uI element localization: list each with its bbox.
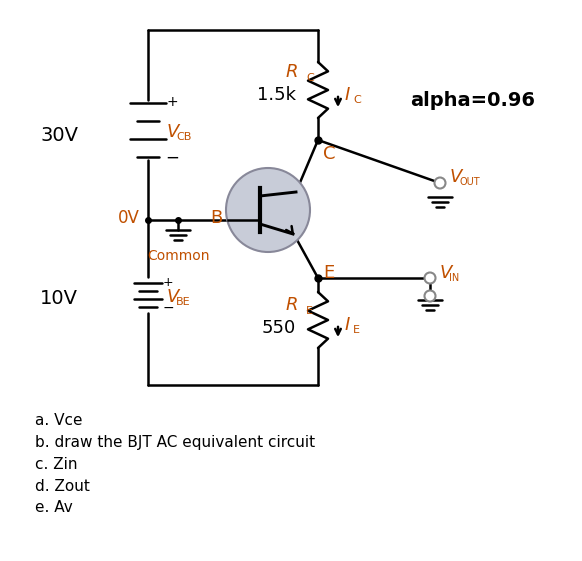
Text: CB: CB xyxy=(176,132,191,142)
Text: −: − xyxy=(162,301,174,315)
Text: V: V xyxy=(450,168,462,186)
Text: C: C xyxy=(353,95,361,105)
Text: Common: Common xyxy=(147,249,210,263)
Text: C: C xyxy=(306,73,314,83)
Text: a. Vce: a. Vce xyxy=(35,412,83,427)
Text: +: + xyxy=(166,95,178,109)
Text: 0V: 0V xyxy=(118,209,140,227)
Text: 10V: 10V xyxy=(40,288,78,307)
Text: e. Av: e. Av xyxy=(35,500,73,516)
Text: alpha=0.96: alpha=0.96 xyxy=(410,90,535,109)
Text: E: E xyxy=(306,306,313,316)
Text: 1.5k: 1.5k xyxy=(257,86,296,104)
Text: E: E xyxy=(323,264,334,282)
Text: C: C xyxy=(323,145,335,163)
Text: V: V xyxy=(167,288,179,306)
Text: R: R xyxy=(286,296,298,314)
Text: IN: IN xyxy=(449,273,459,283)
Text: 550: 550 xyxy=(262,319,296,337)
Circle shape xyxy=(424,273,435,283)
Text: c. Zin: c. Zin xyxy=(35,457,77,471)
Text: +: + xyxy=(163,275,173,288)
Text: 30V: 30V xyxy=(40,126,78,145)
Circle shape xyxy=(226,168,310,252)
Text: OUT: OUT xyxy=(459,177,480,187)
Text: B: B xyxy=(210,209,222,227)
Text: d. Zout: d. Zout xyxy=(35,479,90,494)
Text: −: − xyxy=(165,149,179,167)
Text: I: I xyxy=(345,316,350,334)
Text: I: I xyxy=(345,86,350,104)
Text: E: E xyxy=(353,325,360,335)
Text: b. draw the BJT AC equivalent circuit: b. draw the BJT AC equivalent circuit xyxy=(35,435,315,449)
Text: V: V xyxy=(167,123,179,141)
Circle shape xyxy=(435,177,445,188)
Text: R: R xyxy=(286,63,298,81)
Circle shape xyxy=(424,291,435,301)
Text: BE: BE xyxy=(176,297,191,307)
Text: V: V xyxy=(440,264,452,282)
